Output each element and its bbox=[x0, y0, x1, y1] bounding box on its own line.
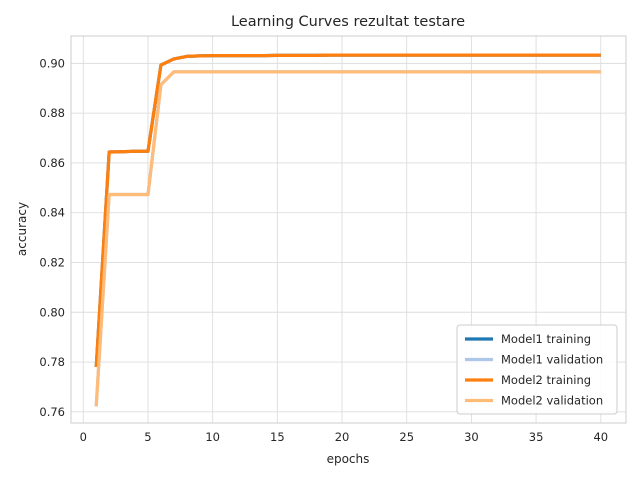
legend-entry-label: Model2 validation bbox=[501, 394, 603, 408]
y-tick-label: 0.82 bbox=[39, 255, 65, 269]
y-tick-label: 0.88 bbox=[39, 106, 65, 120]
series-line-3 bbox=[94, 53, 601, 368]
series-lines bbox=[94, 53, 601, 407]
chart-title: Learning Curves rezultat testare bbox=[231, 14, 465, 30]
x-axis-label: epochs bbox=[327, 452, 370, 466]
y-tick-label: 0.90 bbox=[39, 56, 65, 70]
y-tick-label: 0.80 bbox=[39, 305, 65, 319]
legend: Model1 training Model1 validation Model2 t… bbox=[456, 324, 618, 415]
y-tick-label: 0.78 bbox=[39, 355, 65, 369]
x-tick-label: 40 bbox=[593, 430, 608, 444]
x-tick-label: 35 bbox=[529, 430, 544, 444]
x-tick-label: 15 bbox=[270, 430, 285, 444]
x-tick-label: 30 bbox=[464, 430, 479, 444]
x-tick-label: 10 bbox=[205, 430, 220, 444]
tick-labels: 0 5 10 15 20 25 30 35 40 0.76 0.78 0.80 0.82 0.84 0.86… bbox=[39, 56, 608, 444]
y-axis-label: accuracy bbox=[15, 202, 29, 256]
legend-entry-label: Model1 training bbox=[501, 332, 591, 346]
y-tick-label: 0.86 bbox=[39, 156, 65, 170]
legend-entry-label: Model2 training bbox=[501, 373, 591, 387]
y-tick-label: 0.84 bbox=[39, 206, 65, 220]
plot-frame bbox=[70, 35, 627, 424]
y-tick-label: 0.76 bbox=[39, 405, 65, 419]
x-tick-label: 20 bbox=[335, 430, 350, 444]
x-tick-label: 25 bbox=[399, 430, 414, 444]
legend-entry-label: Model1 validation bbox=[501, 353, 603, 367]
x-tick-label: 0 bbox=[80, 430, 87, 444]
x-tick-label: 5 bbox=[144, 430, 151, 444]
series-line-4 bbox=[94, 70, 601, 407]
legend-box bbox=[456, 324, 618, 415]
